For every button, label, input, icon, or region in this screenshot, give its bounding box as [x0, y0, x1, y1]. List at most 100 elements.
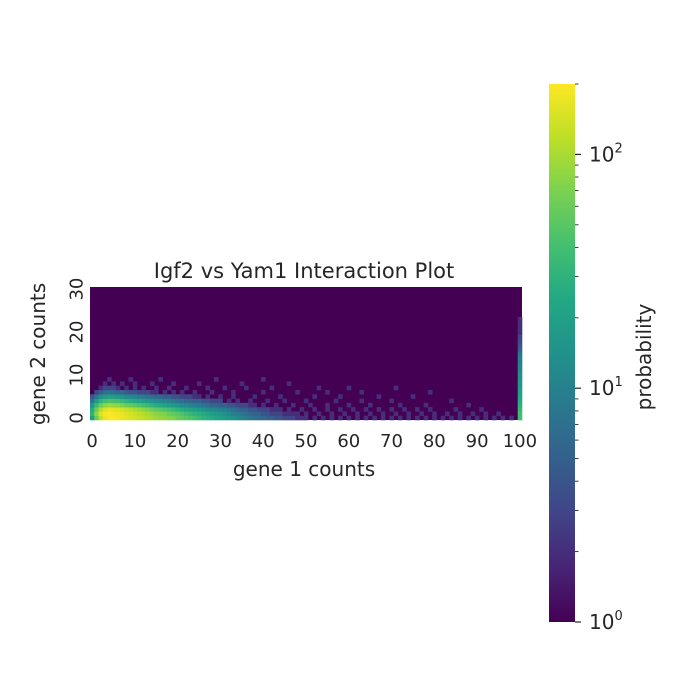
- heatmap-cell: [517, 402, 523, 408]
- heatmap-cell: [389, 398, 394, 404]
- heatmap-cell: [517, 347, 523, 352]
- heatmap-cell: [94, 394, 99, 399]
- heatmap-cell: [265, 415, 270, 421]
- heatmap-cell: [132, 411, 138, 417]
- heatmap-cell: [166, 398, 172, 404]
- heatmap-cell: [256, 415, 262, 421]
- heatmap-cell: [128, 407, 134, 412]
- heatmap-cell: [196, 394, 202, 399]
- heatmap-cell: [115, 398, 121, 404]
- heatmap-cell: [192, 394, 198, 399]
- heatmap-cell: [329, 411, 335, 417]
- heatmap-cell: [483, 411, 489, 417]
- heatmap-cell: [517, 334, 523, 339]
- heatmap-cell: [158, 394, 164, 399]
- heatmap-cell: [196, 411, 202, 417]
- heatmap-cell: [128, 394, 134, 399]
- heatmap-cell: [205, 394, 211, 399]
- heatmap-cell: [115, 385, 121, 391]
- heatmap-cell: [222, 385, 228, 391]
- heatmap-cell: [149, 389, 155, 395]
- heatmap-cell: [128, 415, 134, 421]
- heatmap-cell: [397, 415, 403, 421]
- heatmap-cell: [517, 351, 523, 356]
- heatmap-cell: [162, 398, 168, 404]
- heatmap-cell: [154, 411, 159, 417]
- heatmap-cell: [128, 377, 134, 382]
- heatmap-cell: [273, 402, 279, 408]
- heatmap-cell: [90, 407, 95, 412]
- heatmap-cell: [115, 407, 121, 412]
- heatmap-cell: [415, 407, 420, 412]
- heatmap-cell: [243, 415, 249, 421]
- heatmap-cell: [231, 411, 236, 417]
- heatmap-cell: [342, 411, 347, 417]
- x-tick-label: 10: [123, 431, 146, 452]
- heatmap-cell: [325, 389, 330, 395]
- heatmap-cell: [209, 389, 215, 395]
- heatmap-cell: [115, 411, 121, 417]
- heatmap-cell: [94, 402, 99, 408]
- heatmap-cell: [141, 411, 146, 417]
- heatmap-cell: [406, 411, 412, 417]
- heatmap-cell: [171, 394, 176, 399]
- heatmap-cell: [132, 415, 138, 421]
- x-axis-label: gene 1 counts: [233, 457, 375, 481]
- heatmap-cell: [248, 407, 253, 412]
- heatmap-cell: [192, 389, 198, 395]
- heatmap-cell: [111, 415, 116, 421]
- heatmap-cell: [325, 402, 330, 408]
- heatmap-cell: [154, 389, 159, 395]
- heatmap-cell: [171, 407, 176, 412]
- heatmap-cell: [299, 415, 305, 421]
- heatmap-cell: [166, 415, 172, 421]
- heatmap-cell: [98, 411, 104, 417]
- x-tick-label: 30: [209, 431, 232, 452]
- heatmap-cell: [145, 402, 151, 408]
- heatmap-cell: [329, 415, 335, 421]
- heatmap-cell: [261, 402, 266, 408]
- chart-title: Igf2 vs Yam1 Interaction Plot: [154, 259, 454, 283]
- heatmap-cell: [166, 407, 172, 412]
- heatmap-cell: [149, 402, 155, 408]
- heatmap-cell: [291, 402, 296, 408]
- heatmap-cell: [145, 394, 151, 399]
- heatmap-cell: [102, 398, 108, 404]
- heatmap-cell: [145, 411, 151, 417]
- heatmap-cell: [218, 415, 223, 421]
- heatmap-cell: [137, 411, 142, 417]
- heatmap-cell: [102, 407, 108, 412]
- heatmap-cell: [338, 407, 343, 412]
- heatmap-cell: [132, 381, 138, 386]
- heatmap-cell: [265, 398, 270, 404]
- heatmap-cell: [162, 402, 168, 408]
- heatmap-cell: [282, 398, 288, 404]
- heatmap-cell: [107, 385, 112, 391]
- heatmap-cell: [278, 415, 283, 421]
- heatmap-cell: [291, 415, 296, 421]
- colorbar-tick-label: 101: [589, 375, 623, 400]
- heatmap-cell: [218, 394, 223, 399]
- heatmap-cell: [205, 385, 211, 391]
- heatmap-cell: [205, 398, 211, 404]
- heatmap-cell: [380, 411, 386, 417]
- heatmap-cell: [368, 402, 373, 408]
- heatmap-cell: [162, 389, 168, 395]
- heatmap-cell: [243, 411, 249, 417]
- heatmap-cell: [137, 398, 142, 404]
- heatmap-cell: [149, 398, 155, 404]
- heatmap-cell: [188, 394, 193, 399]
- heatmap-cell: [154, 402, 159, 408]
- heatmap-cell: [248, 411, 253, 417]
- heatmap-cell: [119, 407, 125, 412]
- heatmap-cell: [128, 402, 134, 408]
- heatmap-cell: [154, 385, 159, 391]
- heatmap-cell: [517, 364, 523, 369]
- heatmap-cell: [175, 398, 181, 404]
- heatmap-cell: [423, 415, 429, 421]
- heatmap-cell: [231, 415, 236, 421]
- heatmap-cell: [346, 402, 352, 408]
- heatmap-cell: [188, 407, 193, 412]
- heatmap-cell: [419, 411, 424, 417]
- heatmap-cell: [201, 415, 206, 421]
